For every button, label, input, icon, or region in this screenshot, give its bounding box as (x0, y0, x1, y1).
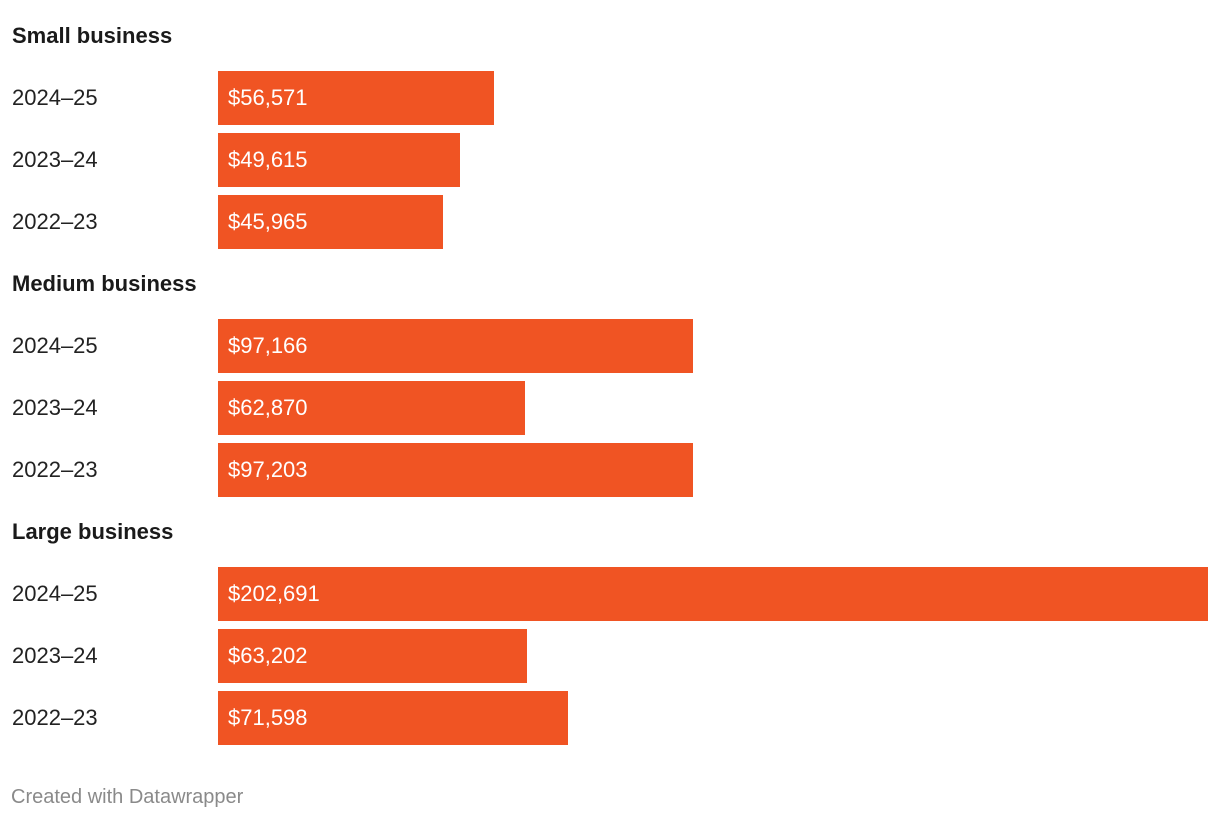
group-title: Large business (12, 519, 174, 544)
bar (218, 195, 443, 249)
category-label: 2022–23 (12, 457, 98, 482)
category-label: 2022–23 (12, 209, 98, 234)
category-label: 2023–24 (12, 395, 98, 420)
bar (218, 319, 693, 373)
category-label: 2024–25 (12, 333, 98, 358)
bar (218, 381, 525, 435)
bar (218, 133, 460, 187)
value-label: $63,202 (228, 643, 308, 668)
bar (218, 567, 1208, 621)
value-label: $97,203 (228, 457, 308, 482)
category-label: 2024–25 (12, 581, 98, 606)
credit-footer: Created with Datawrapper (11, 786, 244, 808)
category-label: 2024–25 (12, 85, 98, 110)
value-label: $97,166 (228, 333, 308, 358)
bar (218, 71, 494, 125)
group-title: Medium business (12, 271, 197, 296)
bar (218, 691, 568, 745)
category-label: 2023–24 (12, 643, 98, 668)
category-label: 2023–24 (12, 147, 98, 172)
value-label: $202,691 (228, 581, 320, 606)
group-title: Small business (12, 23, 173, 48)
value-label: $45,965 (228, 209, 308, 234)
value-label: $71,598 (228, 705, 308, 730)
bar (218, 443, 693, 497)
bar (218, 629, 527, 683)
value-label: $56,571 (228, 85, 308, 110)
value-label: $62,870 (228, 395, 308, 420)
value-label: $49,615 (228, 147, 308, 172)
category-label: 2022–23 (12, 705, 98, 730)
